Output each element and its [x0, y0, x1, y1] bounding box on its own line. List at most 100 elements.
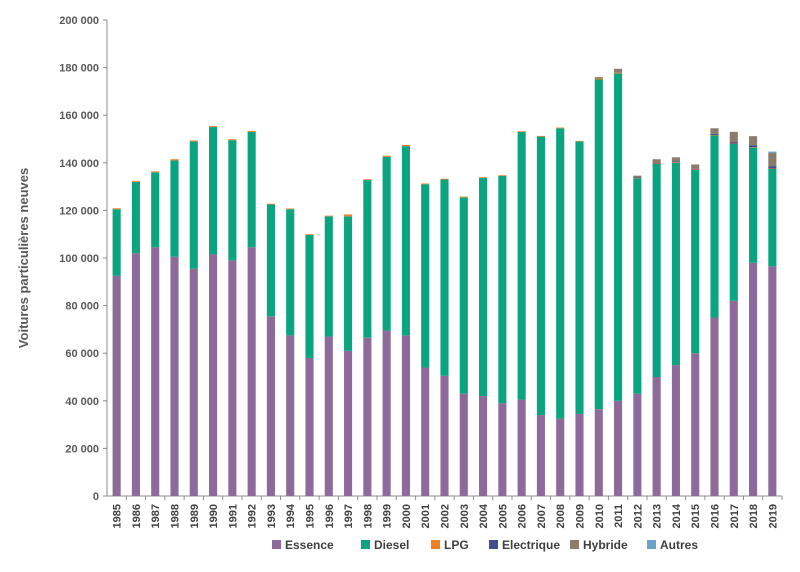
x-tick-label: 1988 — [170, 504, 182, 528]
bar-segment-diesel — [344, 216, 353, 351]
bar-segment-diesel — [749, 147, 758, 263]
bar-segment-essence — [556, 418, 565, 496]
bar-segment-essence — [614, 400, 623, 496]
legend-swatch — [431, 540, 440, 549]
bar-segment-diesel — [575, 141, 584, 414]
bar-segment-essence — [131, 253, 140, 496]
bar-segment-essence — [652, 377, 661, 496]
bar-segment-lpg — [594, 78, 603, 80]
x-tick-label: 2018 — [748, 504, 760, 528]
legend-swatch — [361, 540, 370, 549]
bar-segment-electrique — [671, 161, 680, 163]
x-tick-label: 1989 — [189, 504, 201, 528]
x-tick-label: 2013 — [652, 504, 664, 528]
y-axis-label: Voitures particulières neuves — [16, 168, 31, 348]
bar-segment-essence — [768, 266, 777, 496]
x-tick-label: 2019 — [767, 504, 779, 528]
bar-segment-essence — [459, 393, 468, 496]
x-tick-label: 2011 — [613, 504, 625, 528]
bar-segment-diesel — [324, 216, 333, 337]
x-tick-label: 2010 — [594, 504, 606, 528]
bar-segment-diesel — [266, 204, 275, 317]
bar-segment-diesel — [401, 146, 410, 336]
legend-swatch — [272, 540, 281, 549]
bar-segment-lpg — [247, 130, 256, 132]
bar-segment-lpg — [170, 159, 179, 161]
bar-segment-lpg — [209, 126, 218, 128]
bar-segment-essence — [112, 275, 121, 496]
x-tick-label: 1987 — [150, 504, 162, 528]
y-tick-label: 80 000 — [65, 301, 99, 313]
bar-segment-diesel — [768, 168, 777, 267]
bar-segment-essence — [401, 335, 410, 496]
x-tick-label: 1992 — [247, 504, 259, 528]
y-tick-label: 180 000 — [59, 63, 99, 75]
bar-segment-lpg — [556, 127, 565, 129]
bars-layer — [112, 68, 777, 496]
bar-segment-diesel — [421, 184, 430, 368]
bar-segment-electrique — [768, 166, 777, 169]
bar-segment-diesel — [363, 179, 372, 338]
bar-segment-hybride — [652, 159, 661, 164]
bar-segment-hybride — [614, 68, 623, 73]
bar-segment-diesel — [729, 143, 738, 301]
bar-segment-diesel — [536, 136, 545, 416]
bar-segment-diesel — [459, 197, 468, 394]
bar-segment-lpg — [459, 196, 468, 198]
y-tick-label: 20 000 — [65, 443, 99, 455]
x-tick-label: 2004 — [478, 503, 490, 528]
x-tick-label: 2005 — [497, 504, 509, 528]
bar-segment-essence — [536, 415, 545, 496]
bar-segment-essence — [247, 247, 256, 496]
labels-layer: 0 20 000 40 000 60 000 80 000 100 000 120 000 1… — [59, 15, 779, 528]
bar-segment-hybride — [768, 153, 777, 167]
legend-label: Autres — [660, 538, 698, 552]
bar-segment-essence — [633, 393, 642, 496]
bar-segment-essence — [344, 350, 353, 496]
bar-segment-lpg — [228, 139, 237, 141]
bar-segment-electrique — [749, 145, 758, 148]
bar-segment-electrique — [729, 142, 738, 144]
y-tick-label: 100 000 — [59, 253, 99, 265]
bar-segment-diesel — [517, 131, 526, 400]
legend-label: Hybride — [583, 538, 628, 552]
bar-segment-diesel — [131, 181, 140, 254]
bar-segment-lpg — [286, 208, 295, 210]
bar-segment-diesel — [691, 169, 700, 354]
bar-segment-hybride — [633, 175, 642, 178]
bar-segment-diesel — [151, 172, 160, 248]
bar-segment-lpg — [440, 178, 449, 180]
bar-segment-diesel — [112, 209, 121, 276]
y-tick-label: 140 000 — [59, 158, 99, 170]
bar-segment-essence — [421, 367, 430, 496]
bar-segment-diesel — [228, 140, 237, 261]
bar-segment-lpg — [498, 175, 507, 176]
legend-label: Electrique — [502, 538, 560, 552]
bar-segment-diesel — [671, 162, 680, 366]
bar-segment-diesel — [440, 179, 449, 376]
bar-segment-lpg — [710, 134, 719, 136]
bar-segment-essence — [729, 300, 738, 496]
bar-segment-hybride — [749, 136, 758, 146]
bar-segment-lpg — [189, 140, 198, 142]
x-tick-label: 1994 — [285, 503, 297, 528]
legend-label: Essence — [285, 538, 334, 552]
bar-segment-lpg — [305, 234, 314, 235]
bar-segment-essence — [324, 336, 333, 496]
bar-segment-diesel — [382, 156, 391, 331]
y-tick-label: 160 000 — [59, 110, 99, 122]
bar-segment-diesel — [209, 127, 218, 255]
bar-segment-essence — [170, 256, 179, 496]
bar-segment-lpg — [151, 171, 160, 173]
bar-segment-essence — [286, 335, 295, 496]
bar-segment-diesel — [633, 178, 642, 394]
bar-segment-electrique — [633, 177, 642, 179]
bar-segment-essence — [517, 399, 526, 496]
x-tick-label: 2015 — [690, 504, 702, 528]
bar-segment-diesel — [652, 163, 661, 377]
bar-segment-hybride — [729, 131, 738, 143]
bar-segment-essence — [209, 254, 218, 496]
x-tick-label: 1991 — [227, 504, 239, 528]
bar-segment-lpg — [112, 208, 121, 210]
